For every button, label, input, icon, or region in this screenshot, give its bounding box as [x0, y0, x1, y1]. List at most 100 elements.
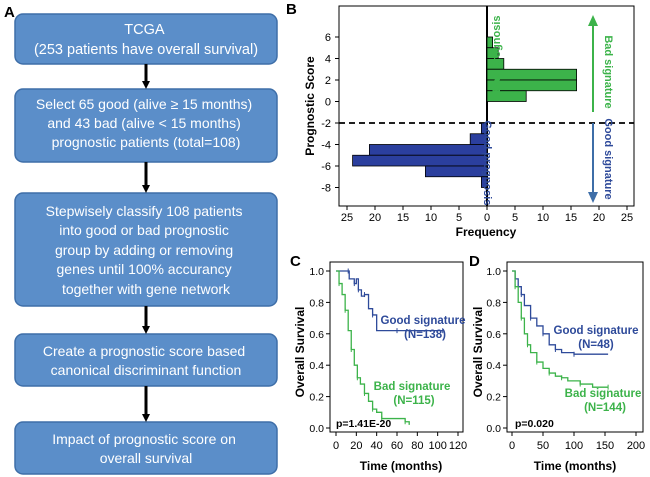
- survival-c-x-tick-label: 0: [333, 440, 339, 452]
- histogram-bar-bad-5: [486, 90, 527, 102]
- bad-signature-arrow-head: [588, 15, 598, 26]
- survival-c-y-tick-label: 0.8: [309, 297, 324, 309]
- flow-box-3-line-4: genes until 100% accurancy: [57, 261, 232, 277]
- survival-c-y-tick-label: 0.4: [309, 360, 324, 372]
- histogram-x-tick-label: 15: [565, 212, 577, 224]
- flow-box-3-line-5: together with gene network: [62, 281, 231, 297]
- survival-c-good-n: (N=138): [404, 329, 446, 341]
- survival-d-y-tick-label: 0.2: [486, 392, 501, 404]
- panel-label-b: B: [286, 1, 297, 18]
- histogram-bar-good-4: [424, 165, 488, 178]
- svg-text:TCGA (253 patients have: TCGA (253 patients have overall survival…: [34, 22, 258, 58]
- survival-c-x-tick-label: 40: [371, 440, 383, 452]
- survival-c-y-tick-label: 0.0: [309, 423, 324, 435]
- panel-label-d: D: [469, 253, 480, 270]
- survival-c-bad-label: Bad signature: [374, 381, 451, 393]
- survival-c-x-label: Time (months): [360, 459, 442, 473]
- histogram-x-tick-label: 20: [593, 212, 605, 224]
- survival-c-x-tick-label: 20: [350, 440, 362, 452]
- histogram-bar-good-5: [480, 176, 488, 188]
- survival-d-y-tick-label: 1.0: [486, 266, 501, 278]
- survival-d-y-tick-label: 0.8: [486, 297, 501, 309]
- histogram-x-tick-label: 10: [537, 212, 549, 224]
- survival-c-x-tick-label: 80: [411, 440, 423, 452]
- survival-c-x-tick-label: 120: [449, 440, 467, 452]
- histogram-x-tick-label: 5: [456, 212, 462, 224]
- survival-d-pvalue: p=0.020: [515, 418, 554, 430]
- flow-box-2-line-2: and 43 bad (alive < 15 months): [47, 115, 240, 131]
- bad-prognosis-label: Bad prognosis: [491, 15, 503, 92]
- good-signature-label: Good signature: [602, 118, 614, 199]
- histogram-x-tick-label: 0: [484, 212, 490, 224]
- survival-d-x-label: Time (months): [534, 459, 616, 473]
- flow-box-1-line-2: (253 patients have overall survival): [34, 42, 258, 58]
- svg-text:Select 65 good (alive ≥ 15 mon: Select 65 good (alive ≥ 15 months) and 4…: [36, 96, 256, 150]
- flow-box-3-line-3: group by adding or removing: [55, 242, 233, 258]
- histogram-y-tick-label: 6: [325, 32, 331, 44]
- survival-d-x-tick-label: 150: [596, 440, 614, 452]
- survival-d-y-tick-label: 0.4: [486, 360, 501, 372]
- flow-box-3-line-2: into good or bad prognostic: [59, 222, 229, 238]
- survival-c-curve-good: [336, 270, 443, 332]
- survival-d-good-label: Good signature: [554, 325, 639, 337]
- flow-box-2-line-1: Select 65 good (alive ≥ 15 months): [36, 96, 252, 112]
- histogram-y-label: Prognostic Score: [303, 56, 317, 156]
- histogram-y-tick-label: 0: [325, 97, 331, 109]
- survival-c-y-tick-label: 0.2: [309, 392, 324, 404]
- survival-d-good-n: (N=48): [578, 339, 614, 351]
- histogram-x-tick-label: 20: [369, 212, 381, 224]
- survival-d-curve-good: [512, 270, 609, 355]
- bad-signature-label: Bad signature: [602, 35, 614, 108]
- histogram-y-tick-label: -4: [321, 140, 331, 152]
- survival-chart-c: 0 20 40 60 80 100 120 0.0 0.2 0.4 0.6 0.8 1.0 Time (…: [293, 261, 467, 473]
- svg-text:Impact of prognostic score on: Impact of prognostic score on overall su…: [52, 431, 240, 466]
- survival-d-y-tick-label: 0.6: [486, 329, 501, 341]
- svg-text:Create a prognostic score base: Create a prognostic score based canonica…: [43, 343, 249, 378]
- flow-box-5-line-1: Impact of prognostic score on: [52, 431, 236, 447]
- histogram-x-tick-label: 5: [512, 212, 518, 224]
- survival-d-y-tick-label: 0.0: [486, 423, 501, 435]
- histogram-bar-good-2: [368, 144, 488, 156]
- survival-c-x-tick-label: 100: [428, 440, 446, 452]
- survival-chart-d: 0 50 100 150 200 0.0 0.2 0.4 0.6 0.8 1.0 Time (mon…: [471, 261, 645, 473]
- good-signature-arrow-head: [588, 192, 598, 203]
- good-prognosis-label: Good prognosis: [481, 121, 493, 206]
- histogram-bar-bad-4: [486, 79, 577, 92]
- histogram-x-label: Frequency: [456, 225, 517, 239]
- flow-box-5: [14, 421, 278, 475]
- survival-d-frame: [506, 261, 644, 433]
- survival-d-curve-bad: [512, 270, 609, 388]
- survival-d-x-tick-label: 200: [627, 440, 645, 452]
- survival-d-x-tick-label: 50: [537, 440, 549, 452]
- histogram-x-tick-label: 15: [397, 212, 409, 224]
- survival-d-x-tick-label: 100: [565, 440, 583, 452]
- flow-box-2-line-3: prognostic patients (total=108): [52, 134, 241, 150]
- survival-d-bad-label: Bad signature: [565, 388, 642, 400]
- survival-c-y-tick-label: 0.6: [309, 329, 324, 341]
- histogram-y-tick-label: 2: [325, 75, 331, 87]
- survival-d-bad-n: (N=144): [584, 402, 626, 414]
- survival-c-bad-n: (N=115): [393, 395, 434, 407]
- histogram-x-tick-label: 25: [341, 212, 353, 224]
- flow-box-1-line-1: TCGA: [124, 22, 165, 38]
- histogram-bar-good-3: [352, 154, 488, 167]
- flowchart: TCGA (253 patients have overall survival…: [14, 13, 278, 475]
- survival-c-x-tick-label: 60: [391, 440, 403, 452]
- panel-label-c: C: [290, 253, 301, 270]
- histogram-x-tick-label: 25: [621, 212, 633, 224]
- flow-box-4-line-2: canonical discriminant function: [51, 362, 242, 378]
- survival-c-good-label: Good signature: [381, 315, 466, 327]
- flow-box-5-line-2: overall survival: [100, 450, 193, 466]
- histogram-x-tick-label: 10: [425, 212, 437, 224]
- flow-box-4: [14, 333, 278, 387]
- survival-d-y-label: Overall Survival: [471, 307, 485, 398]
- survival-d-x-tick-label: 0: [509, 440, 515, 452]
- histogram-y-tick-label: 4: [325, 54, 331, 66]
- flow-box-4-line-1: Create a prognostic score based: [43, 343, 245, 359]
- flow-box-3-line-1: Stepwisely classify 108 patients: [46, 203, 243, 219]
- survival-c-y-tick-label: 1.0: [309, 266, 324, 278]
- svg-text:Stepwisely classify 108 patien: Stepwisely classify 108 patients into go…: [46, 203, 247, 297]
- panel-label-a: A: [4, 4, 15, 21]
